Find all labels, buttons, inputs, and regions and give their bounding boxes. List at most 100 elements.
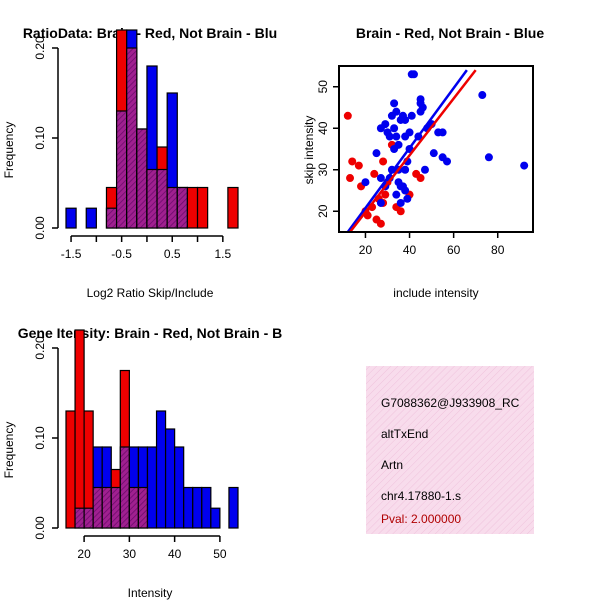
info-event-id: G7088362@J933908_RC <box>381 396 520 410</box>
scatter-point-not-brain <box>405 128 414 137</box>
scatter-point-not-brain <box>390 124 399 133</box>
intensity-scatter-axes: 20 40 60 80 20 30 40 50 <box>316 80 505 257</box>
scatter-point-not-brain <box>478 91 487 100</box>
scatter-point-brain <box>396 207 405 216</box>
intensity-histogram-y-tick-label: 0.20 <box>33 336 47 360</box>
info-event-type: altTxEnd <box>381 427 428 441</box>
intensity-histogram-x-tick-label: 20 <box>77 547 91 561</box>
intensity-histogram-y-tick-label: 0.10 <box>33 426 47 450</box>
scatter-point-not-brain <box>394 140 403 149</box>
info-panel-background <box>366 366 534 534</box>
scatter-point-brain <box>348 157 357 166</box>
ratio-histogram-y-tick-label: 0.20 <box>33 36 47 60</box>
ratio-histogram-bar <box>196 186 209 229</box>
intensity-histogram-bar <box>65 410 76 529</box>
scatter-point-brain <box>370 169 379 178</box>
scatter-point-brain <box>346 174 355 183</box>
ratio-histogram-x-tick-label: 0.5 <box>164 247 181 261</box>
intensity-scatter-title: Brain - Red, Not Brain - Blue <box>356 25 544 41</box>
scatter-point-not-brain <box>376 198 385 207</box>
intensity-histogram-y-tick-label: 0.00 <box>33 516 47 540</box>
info-location: chr4.17880-1.s <box>381 489 461 503</box>
intensity-histogram-axes: 20 30 40 50 0.00 0.10 0.20 <box>33 336 227 561</box>
ratio-histogram-overlap-bar <box>176 186 189 229</box>
intensity-histogram-overlap-bar <box>110 486 121 529</box>
intensity-histogram-bar <box>228 486 239 529</box>
ratio-histogram-ylabel: Frequency <box>2 122 16 179</box>
ratio-histogram-overlap-bar <box>156 168 168 229</box>
scatter-point-not-brain <box>416 95 425 104</box>
intensity-histogram-x-tick-label: 50 <box>213 547 227 561</box>
intensity-histogram-bar <box>201 486 212 529</box>
scatter-point-not-brain <box>403 194 412 203</box>
info-panel-clip: G7088362@J933908_RC altTxEnd Artn chr4.1… <box>381 396 520 526</box>
scatter-point-not-brain <box>376 174 385 183</box>
scatter-x-tick-label: 20 <box>359 243 373 257</box>
intensity-histogram-bar <box>183 486 194 529</box>
scatter-x-tick-label: 60 <box>447 243 461 257</box>
scatter-y-tick-label: 50 <box>316 80 330 94</box>
ratio-histogram-y-tick-label: 0.00 <box>33 216 47 240</box>
ratio-histogram-x-tick-label: -0.5 <box>111 247 132 261</box>
intensity-histogram-bar <box>74 329 85 529</box>
scatter-point-not-brain <box>429 149 438 158</box>
scatter-point-not-brain <box>396 198 405 207</box>
scatter-point-not-brain <box>438 128 447 137</box>
ratio-histogram-bar <box>85 207 97 229</box>
ratio-histogram-panel: RatioData: Brain - Red, Not Brain - Blu … <box>2 25 277 300</box>
scatter-y-tick-label: 40 <box>316 121 330 135</box>
intensity-scatter-lines <box>346 69 477 233</box>
scatter-point-not-brain <box>361 178 370 187</box>
intensity-histogram-bar <box>174 446 185 529</box>
ratio-histogram-overlap-bar <box>146 168 158 229</box>
scatter-point-not-brain <box>392 107 401 116</box>
ratio-histogram-axes: -1.5 -0.5 0.5 1.5 0.00 0.10 0.20 <box>33 36 231 261</box>
scatter-point-brain <box>416 174 425 183</box>
intensity-histogram-bars <box>65 329 239 529</box>
intensity-histogram-overlap-bar <box>137 486 149 529</box>
ratio-histogram-bars <box>65 29 239 229</box>
ratio-histogram-xlabel: Log2 Ratio Skip/Include <box>87 286 214 300</box>
intensity-histogram-bar <box>192 486 203 529</box>
ratio-histogram-y-tick-label: 0.10 <box>33 126 47 150</box>
info-pval: Pval: 2.000000 <box>381 512 461 526</box>
intensity-histogram-x-tick-label: 30 <box>123 547 137 561</box>
scatter-y-tick-label: 20 <box>316 204 330 218</box>
ratio-histogram-x-tick-label: 1.5 <box>214 247 231 261</box>
scatter-point-not-brain <box>407 111 416 120</box>
intensity-scatter-frame <box>338 65 534 233</box>
intensity-histogram-ylabel: Frequency <box>2 422 16 479</box>
ratio-histogram-bar <box>65 207 77 229</box>
ratio-histogram-x-tick-label: -1.5 <box>61 247 82 261</box>
intensity-histogram-bar <box>155 410 167 529</box>
scatter-point-not-brain <box>401 165 410 174</box>
ratio-histogram-overlap-bar <box>105 207 118 229</box>
scatter-point-brain <box>381 190 390 199</box>
ratio-histogram-overlap-bar <box>115 110 128 229</box>
scatter-fit-line-not-brain <box>346 69 468 233</box>
scatter-point-not-brain <box>401 186 410 195</box>
intensity-histogram-overlap-bar <box>92 486 103 529</box>
scatter-point-not-brain <box>409 70 418 79</box>
scatter-point-not-brain <box>418 103 427 112</box>
scatter-point-not-brain <box>392 190 401 199</box>
ratio-histogram-bar <box>186 186 199 229</box>
scatter-y-tick-label: 30 <box>316 163 330 177</box>
scatter-point-brain <box>343 111 352 120</box>
intensity-scatter-ylabel: skip intensity <box>302 116 316 185</box>
scatter-point-not-brain <box>420 165 429 174</box>
intensity-histogram-overlap-bar <box>119 446 130 529</box>
scatter-point-not-brain <box>401 115 410 124</box>
scatter-point-not-brain <box>443 157 452 166</box>
intensity-histogram-overlap-bar <box>83 507 94 529</box>
ratio-histogram-bar <box>227 186 239 229</box>
scatter-point-brain <box>354 161 363 170</box>
ratio-histogram-overlap-bar <box>126 47 138 229</box>
intensity-histogram-overlap-bar <box>128 486 140 529</box>
info-gene: Artn <box>381 458 403 472</box>
info-panel: G7088362@J933908_RC altTxEnd Artn chr4.1… <box>366 366 534 534</box>
scatter-point-not-brain <box>385 132 394 141</box>
ratio-histogram-overlap-bar <box>136 128 148 229</box>
intensity-histogram-overlap-bar <box>101 486 112 529</box>
